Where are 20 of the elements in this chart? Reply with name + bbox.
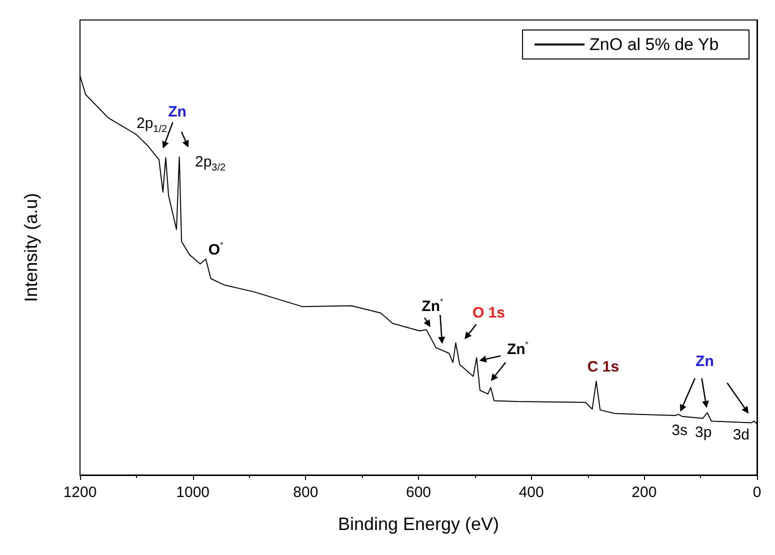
y-axis-title: Intensity (a.u) — [21, 192, 41, 302]
annotation: O* — [208, 240, 224, 259]
x-tick-label: 600 — [406, 484, 432, 501]
x-tick-label: 1000 — [176, 484, 210, 501]
x-tick-label: 0 — [752, 484, 762, 501]
legend-label: ZnO al 5% de Yb — [590, 35, 719, 54]
annotation: Zn* — [506, 340, 528, 358]
x-axis-title: Binding Energy (eV) — [338, 514, 500, 534]
x-tick-label: 1200 — [63, 484, 97, 501]
annotation: 3s — [672, 422, 688, 439]
x-tick-label: 400 — [518, 484, 544, 501]
x-tick-label: 200 — [632, 484, 657, 501]
annotation: C 1s — [587, 358, 620, 376]
annotation: 3p — [695, 424, 712, 442]
annotation: Zn — [168, 103, 186, 120]
x-tick-label: 800 — [293, 484, 318, 501]
annotation: Zn — [696, 352, 714, 370]
annotation: 3d — [732, 426, 750, 444]
annotation: O 1s — [472, 304, 505, 322]
annotation: Zn* — [422, 297, 444, 316]
